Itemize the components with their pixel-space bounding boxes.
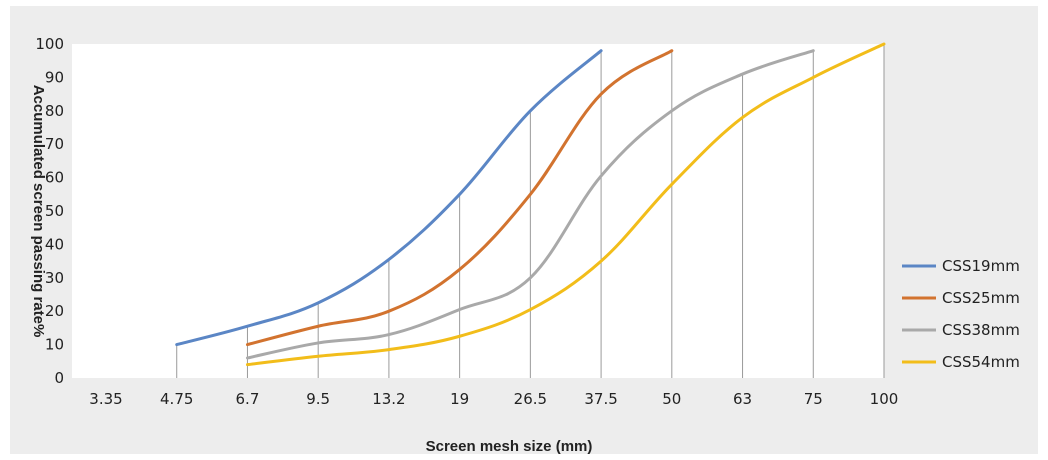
x-axis-ticks: 3.35 4.75 6.7 9.5 13.2 19 26.5 37.5 50 63 75 100 xyxy=(89,390,898,408)
x-tick-label: 63 xyxy=(733,390,752,408)
y-tick-label: 50 xyxy=(45,202,64,220)
series-line-css38mm xyxy=(245,49,815,360)
y-tick-label: 80 xyxy=(45,102,64,120)
x-tick-label: 26.5 xyxy=(514,390,547,408)
y-tick-label: 40 xyxy=(45,235,64,253)
x-tick-label: 19 xyxy=(450,390,469,408)
y-tick-label: 90 xyxy=(45,68,64,86)
legend-label-css19mm: CSS19mm xyxy=(942,257,1020,275)
plot-area xyxy=(72,44,884,378)
drop-lines xyxy=(176,44,885,378)
legend: CSS19mm CSS25mm CSS38mm CSS54mm xyxy=(902,257,1020,371)
series-layer xyxy=(175,42,886,367)
x-tick-label: 3.35 xyxy=(89,390,122,408)
x-tick-label: 75 xyxy=(804,390,823,408)
series-line-css54mm xyxy=(245,42,886,367)
x-tick-label: 37.5 xyxy=(584,390,617,408)
y-tick-label: 100 xyxy=(35,35,64,53)
x-tick-label: 100 xyxy=(870,390,899,408)
y-tick-label: 70 xyxy=(45,135,64,153)
series-line-css19mm xyxy=(175,49,603,347)
y-tick-label: 0 xyxy=(54,369,64,387)
legend-label-css25mm: CSS25mm xyxy=(942,289,1020,307)
y-tick-label: 20 xyxy=(45,302,64,320)
y-tick-label: 30 xyxy=(45,269,64,287)
x-tick-label: 13.2 xyxy=(372,390,405,408)
series-line-css25mm xyxy=(245,49,674,347)
y-tick-label: 60 xyxy=(45,169,64,187)
x-tick-label: 9.5 xyxy=(306,390,330,408)
y-axis-ticks: 0 10 20 30 40 50 60 70 80 90 100 xyxy=(35,35,64,387)
legend-label-css38mm: CSS38mm xyxy=(942,321,1020,339)
x-tick-label: 6.7 xyxy=(236,390,260,408)
y-tick-label: 10 xyxy=(45,336,64,354)
x-axis-title: Screen mesh size (mm) xyxy=(426,438,593,455)
x-tick-label: 4.75 xyxy=(160,390,193,408)
x-tick-label: 50 xyxy=(662,390,681,408)
legend-label-css54mm: CSS54mm xyxy=(942,353,1020,371)
y-axis-title: Accumulated screen passing rate% xyxy=(30,85,47,338)
